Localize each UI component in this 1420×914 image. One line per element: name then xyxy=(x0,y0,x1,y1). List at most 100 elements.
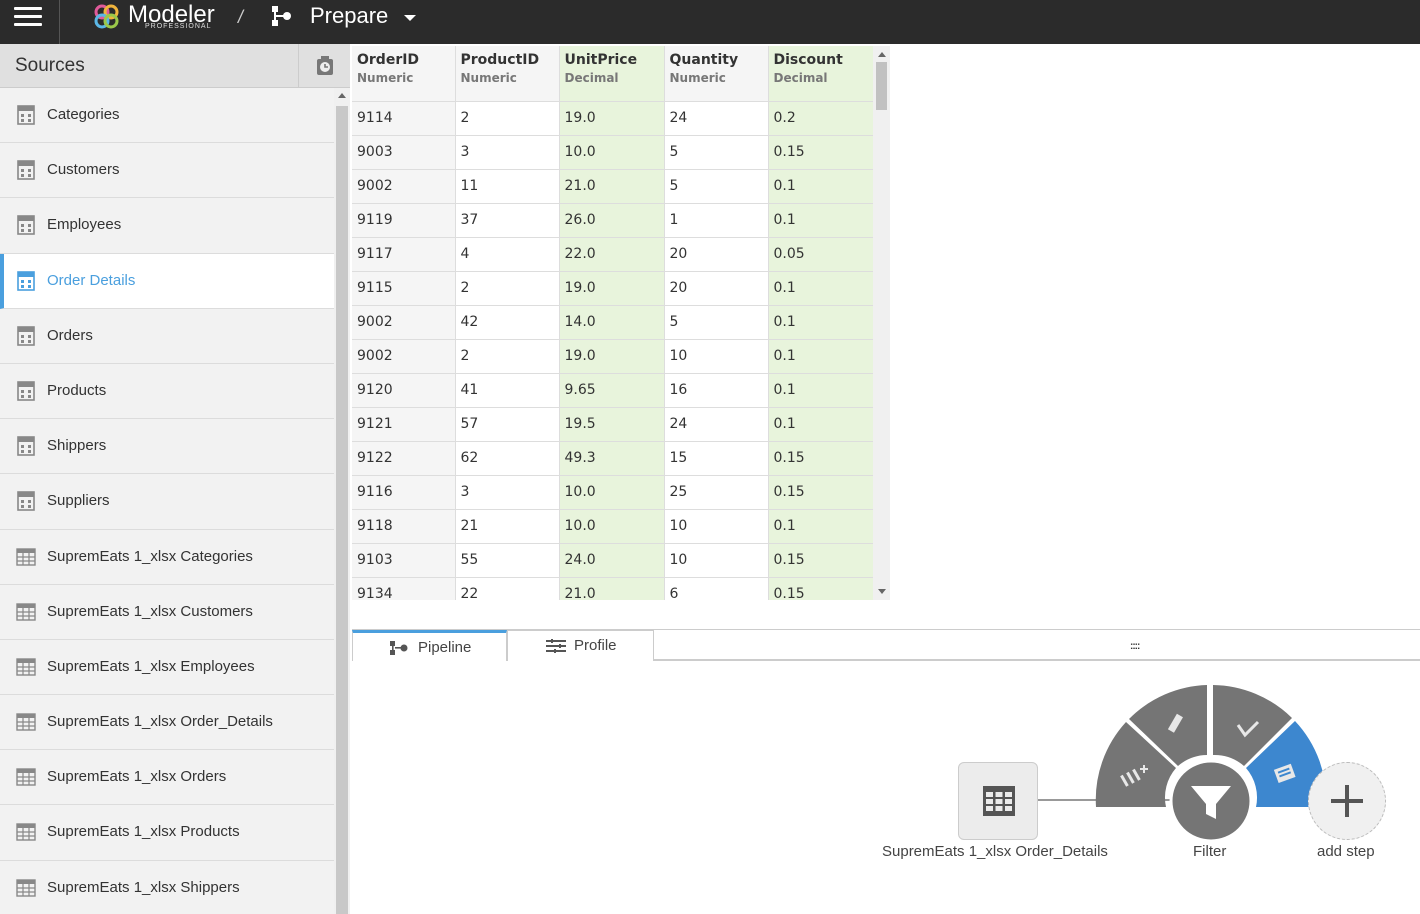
table-cell[interactable]: 9002 xyxy=(352,169,456,204)
source-item[interactable]: Suppliers xyxy=(0,474,334,530)
hamburger-menu-icon[interactable] xyxy=(0,0,60,44)
table-cell[interactable]: 24 xyxy=(664,101,769,136)
table-cell[interactable]: 9119 xyxy=(352,203,456,238)
table-cell[interactable]: 0.1 xyxy=(768,271,873,306)
column-header[interactable]: ProductID Numeric xyxy=(455,46,560,102)
table-cell[interactable]: 2 xyxy=(455,271,560,306)
table-cell[interactable]: 0.1 xyxy=(768,509,873,544)
table-cell[interactable]: 26.0 xyxy=(559,203,665,238)
table-cell[interactable]: 15 xyxy=(664,441,769,476)
table-cell[interactable]: 0.1 xyxy=(768,339,873,374)
table-cell[interactable]: 4 xyxy=(455,237,560,272)
radial-add-column-segment[interactable] xyxy=(1095,722,1176,807)
source-item[interactable]: SupremEats 1_xlsx Categories xyxy=(0,529,334,585)
table-cell[interactable]: 0.2 xyxy=(768,101,873,136)
table-cell[interactable]: 49.3 xyxy=(559,441,665,476)
table-cell[interactable]: 0.15 xyxy=(768,543,873,578)
table-cell[interactable]: 21.0 xyxy=(559,169,665,204)
table-cell[interactable]: 9003 xyxy=(352,135,456,170)
column-header[interactable]: OrderID Numeric xyxy=(352,46,456,102)
source-item[interactable]: Products xyxy=(0,363,334,420)
source-item[interactable]: SupremEats 1_xlsx Products xyxy=(0,805,334,861)
table-cell[interactable]: 55 xyxy=(455,543,560,578)
tab-pipeline[interactable]: Pipeline xyxy=(352,630,507,661)
table-cell[interactable]: 9121 xyxy=(352,407,456,442)
table-cell[interactable]: 10 xyxy=(664,509,769,544)
table-cell[interactable]: 19.5 xyxy=(559,407,665,442)
source-item[interactable]: Categories xyxy=(0,88,334,144)
table-cell[interactable]: 3 xyxy=(455,135,560,170)
source-item[interactable]: Shippers xyxy=(0,419,334,475)
table-cell[interactable]: 24.0 xyxy=(559,543,665,578)
column-header[interactable]: Discount Decimal xyxy=(768,46,873,102)
table-cell[interactable]: 3 xyxy=(455,475,560,510)
table-cell[interactable]: 22 xyxy=(455,577,560,600)
source-item[interactable]: SupremEats 1_xlsx Customers xyxy=(0,584,334,640)
table-cell[interactable]: 5 xyxy=(664,135,769,170)
table-cell[interactable]: 9115 xyxy=(352,271,456,306)
table-cell[interactable]: 0.15 xyxy=(768,475,873,510)
table-cell[interactable]: 11 xyxy=(455,169,560,204)
table-cell[interactable]: 20 xyxy=(664,237,769,272)
table-cell[interactable]: 0.1 xyxy=(768,169,873,204)
scroll-up-icon[interactable] xyxy=(338,93,346,98)
table-cell[interactable]: 20 xyxy=(664,271,769,306)
column-header[interactable]: Quantity Numeric xyxy=(664,46,769,102)
table-cell[interactable]: 6 xyxy=(664,577,769,600)
table-cell[interactable]: 10.0 xyxy=(559,135,665,170)
table-cell[interactable]: 24 xyxy=(664,407,769,442)
table-cell[interactable]: 9120 xyxy=(352,373,456,408)
table-cell[interactable]: 9002 xyxy=(352,305,456,340)
scroll-up-icon[interactable] xyxy=(878,52,886,57)
table-cell[interactable]: 10.0 xyxy=(559,509,665,544)
table-cell[interactable]: 0.05 xyxy=(768,237,873,272)
table-cell[interactable]: 0.15 xyxy=(768,441,873,476)
table-cell[interactable]: 16 xyxy=(664,373,769,408)
table-cell[interactable]: 5 xyxy=(664,169,769,204)
table-cell[interactable]: 9116 xyxy=(352,475,456,510)
table-cell[interactable]: 22.0 xyxy=(559,237,665,272)
table-cell[interactable]: 10.0 xyxy=(559,475,665,510)
radial-edit-segment[interactable] xyxy=(1129,685,1207,766)
table-cell[interactable]: 42 xyxy=(455,305,560,340)
table-cell[interactable]: 14.0 xyxy=(559,305,665,340)
radial-filter-rows-segment[interactable] xyxy=(1246,721,1327,807)
table-cell[interactable]: 5 xyxy=(664,305,769,340)
table-cell[interactable]: 0.15 xyxy=(768,135,873,170)
table-cell[interactable]: 9134 xyxy=(352,577,456,600)
scrollbar-thumb[interactable] xyxy=(336,106,348,914)
chevron-down-icon[interactable] xyxy=(404,15,416,21)
table-cell[interactable]: 25 xyxy=(664,475,769,510)
table-cell[interactable]: 41 xyxy=(455,373,560,408)
section-title[interactable]: Prepare xyxy=(310,3,389,28)
table-cell[interactable]: 0.1 xyxy=(768,203,873,238)
source-item[interactable]: SupremEats 1_xlsx Employees xyxy=(0,639,334,696)
source-item[interactable]: SupremEats 1_xlsx Order_Details xyxy=(0,695,334,751)
table-cell[interactable]: 0.1 xyxy=(768,373,873,408)
table-cell[interactable]: 21 xyxy=(455,509,560,544)
source-node[interactable] xyxy=(958,762,1038,840)
source-item[interactable]: Order Details xyxy=(0,253,334,309)
table-cell[interactable]: 2 xyxy=(455,339,560,374)
table-cell[interactable]: 9118 xyxy=(352,509,456,544)
source-item[interactable]: Orders xyxy=(0,308,334,364)
table-cell[interactable]: 21.0 xyxy=(559,577,665,600)
table-cell[interactable]: 9114 xyxy=(352,101,456,136)
panel-resize-grip[interactable]: :::: xyxy=(1130,641,1140,652)
table-cell[interactable]: 0.1 xyxy=(768,305,873,340)
scrollbar-thumb[interactable] xyxy=(876,62,887,110)
table-cell[interactable]: 1 xyxy=(664,203,769,238)
grid-scrollbar[interactable] xyxy=(873,46,890,600)
table-cell[interactable]: 37 xyxy=(455,203,560,238)
tab-profile[interactable]: Profile xyxy=(507,630,654,661)
table-cell[interactable]: 19.0 xyxy=(559,101,665,136)
table-cell[interactable]: 10 xyxy=(664,543,769,578)
table-cell[interactable]: 0.1 xyxy=(768,407,873,442)
column-header[interactable]: UnitPrice Decimal xyxy=(559,46,665,102)
source-item[interactable]: SupremEats 1_xlsx Shippers xyxy=(0,860,334,914)
table-cell[interactable]: 9122 xyxy=(352,441,456,476)
history-button[interactable] xyxy=(298,44,350,88)
table-cell[interactable]: 62 xyxy=(455,441,560,476)
scroll-down-icon[interactable] xyxy=(878,589,886,594)
table-cell[interactable]: 10 xyxy=(664,339,769,374)
